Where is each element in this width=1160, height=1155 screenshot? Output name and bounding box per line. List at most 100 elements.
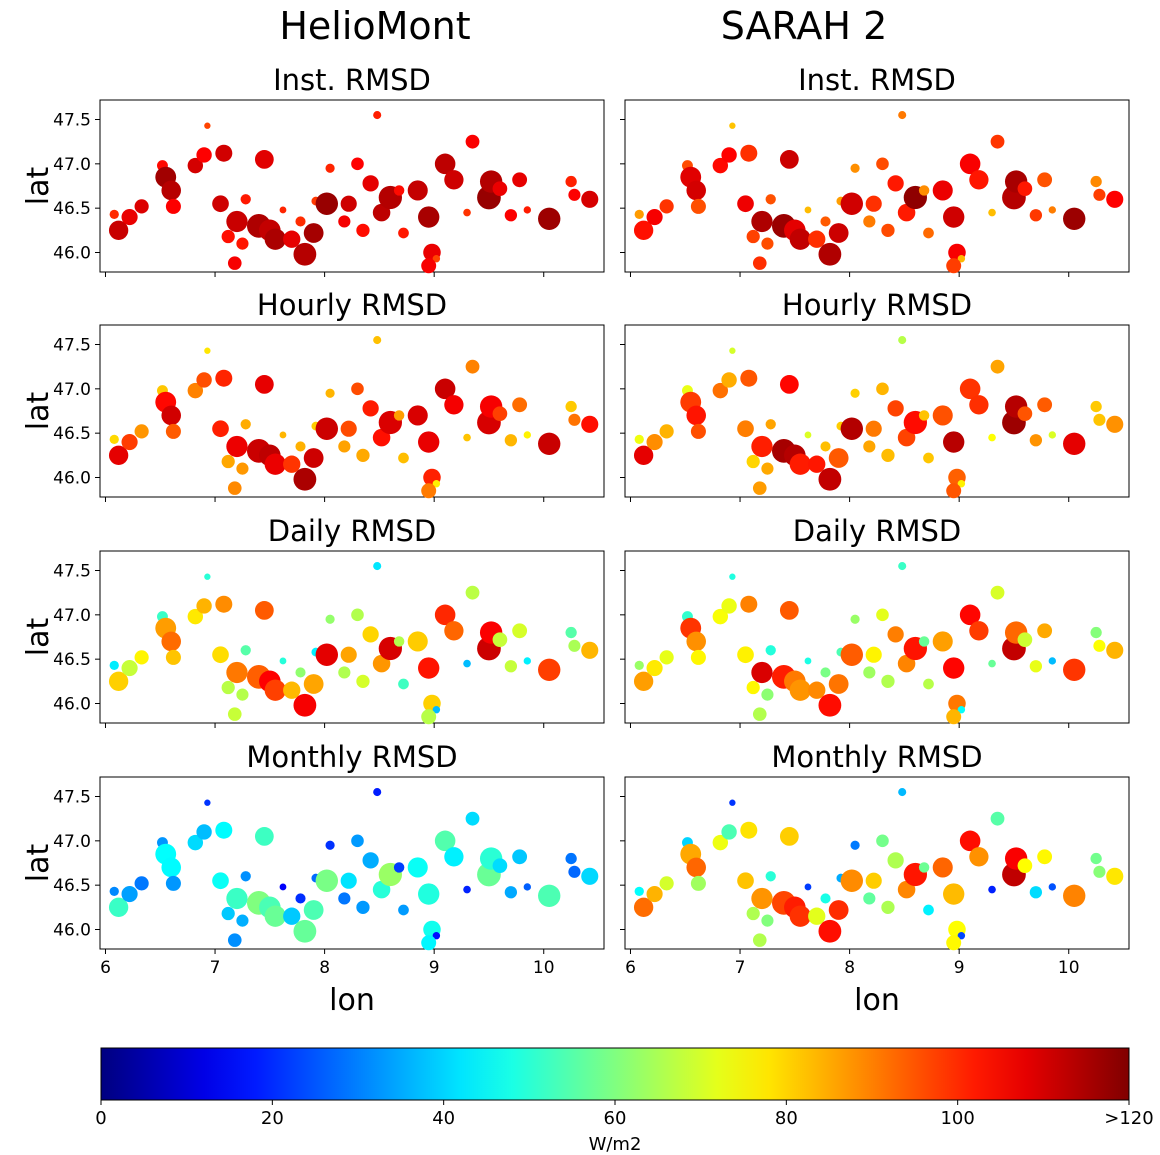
station-point xyxy=(565,175,577,188)
station-point xyxy=(512,397,528,413)
station-point xyxy=(465,359,480,374)
station-point xyxy=(918,862,930,873)
station-point xyxy=(932,631,953,652)
station-point xyxy=(881,448,895,462)
station-point xyxy=(463,885,471,894)
station-point xyxy=(820,667,831,678)
station-point xyxy=(362,626,379,643)
station-point xyxy=(1063,432,1086,455)
station-point xyxy=(351,157,364,171)
station-point xyxy=(221,906,235,921)
station-point xyxy=(959,604,981,626)
station-point xyxy=(240,645,251,656)
station-point xyxy=(765,194,776,205)
y-tick-label: 46.0 xyxy=(53,920,91,940)
station-point xyxy=(712,382,729,399)
station-point xyxy=(565,852,577,865)
station-point xyxy=(633,220,654,240)
station-point xyxy=(686,180,706,201)
station-point xyxy=(463,208,471,217)
station-point xyxy=(215,595,233,613)
station-point xyxy=(932,180,953,201)
station-point xyxy=(686,405,706,426)
station-point xyxy=(444,621,464,641)
station-point xyxy=(1029,886,1043,899)
station-point xyxy=(633,671,654,691)
station-point xyxy=(398,904,409,916)
station-point xyxy=(303,900,324,920)
station-point xyxy=(444,395,464,415)
station-point xyxy=(204,799,211,806)
station-point xyxy=(808,907,826,925)
station-point xyxy=(227,707,242,721)
station-point xyxy=(492,406,508,421)
station-point xyxy=(761,914,774,927)
panel-title-sarah-2-monthly-rmsd: Monthly RMSD xyxy=(771,740,982,774)
station-point xyxy=(804,431,812,439)
station-point xyxy=(315,417,339,440)
station-point xyxy=(828,900,849,920)
station-point xyxy=(1063,207,1086,230)
station-point xyxy=(581,415,599,433)
station-point xyxy=(264,905,286,927)
station-point xyxy=(362,175,379,192)
station-point xyxy=(568,188,581,201)
station-point xyxy=(523,431,531,439)
station-point xyxy=(990,811,1005,826)
station-point xyxy=(1017,406,1033,421)
station-point xyxy=(581,641,599,659)
station-point xyxy=(923,452,934,464)
station-point xyxy=(876,608,889,622)
station-point xyxy=(881,674,895,688)
station-point xyxy=(236,688,249,701)
station-point xyxy=(988,885,996,894)
station-point xyxy=(283,681,301,699)
station-point xyxy=(264,453,286,475)
y-tick-label: 47.5 xyxy=(53,788,91,808)
station-point xyxy=(303,448,324,468)
column-title-sarah2: SARAH 2 xyxy=(720,4,888,48)
station-point xyxy=(463,659,471,668)
colorbar xyxy=(100,1047,1130,1101)
station-point xyxy=(565,400,577,413)
station-point xyxy=(737,420,754,438)
station-point xyxy=(751,435,773,458)
station-point xyxy=(463,433,471,442)
panel-title-heliomont-daily-rmsd: Daily RMSD xyxy=(268,514,437,548)
station-point xyxy=(196,372,212,388)
station-point xyxy=(538,658,561,681)
x-tick-label: 7 xyxy=(210,958,221,978)
station-point xyxy=(432,705,441,714)
station-point xyxy=(240,871,251,882)
station-point xyxy=(1106,190,1124,208)
station-point xyxy=(969,621,989,641)
station-point xyxy=(121,885,138,903)
station-point xyxy=(1093,639,1106,652)
y-tick-label: 47.5 xyxy=(53,336,91,356)
station-point xyxy=(957,254,966,263)
station-point xyxy=(165,198,181,214)
station-point xyxy=(898,336,907,345)
station-point xyxy=(398,452,409,464)
y-axis-label: lat xyxy=(21,392,56,431)
station-point xyxy=(204,122,211,129)
station-point xyxy=(1093,865,1106,878)
station-point xyxy=(721,824,737,840)
station-point xyxy=(221,229,235,244)
station-point xyxy=(393,636,405,647)
x-tick-label: 8 xyxy=(844,958,855,978)
station-point xyxy=(108,671,129,691)
station-point xyxy=(712,157,729,174)
panel-title-heliomont-monthly-rmsd: Monthly RMSD xyxy=(246,740,457,774)
station-point xyxy=(212,646,229,664)
station-point xyxy=(634,434,644,445)
station-point xyxy=(712,834,729,851)
station-point xyxy=(990,134,1005,149)
station-point xyxy=(504,209,518,222)
station-point xyxy=(746,454,760,469)
station-point xyxy=(393,862,405,873)
station-point xyxy=(293,467,317,491)
station-point xyxy=(264,228,286,250)
station-point xyxy=(789,905,811,927)
station-point xyxy=(351,608,364,622)
